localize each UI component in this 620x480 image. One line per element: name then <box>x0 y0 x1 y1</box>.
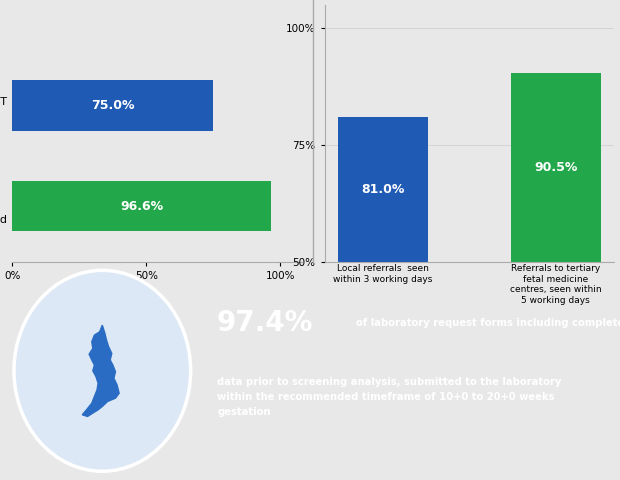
Text: of laboratory request forms including complete: of laboratory request forms including co… <box>356 318 620 328</box>
Bar <box>511 72 601 262</box>
Text: 75.0%: 75.0% <box>91 99 135 112</box>
Bar <box>12 80 213 131</box>
Text: 90.5%: 90.5% <box>534 160 577 174</box>
Ellipse shape <box>14 270 191 471</box>
Bar <box>12 181 271 231</box>
Polygon shape <box>82 325 119 417</box>
Text: 97.4%: 97.4% <box>217 309 313 337</box>
Text: data prior to screening analysis, submitted to the laboratory
within the recomme: data prior to screening analysis, submit… <box>217 377 561 417</box>
Text: 96.6%: 96.6% <box>120 200 163 213</box>
Bar <box>338 117 428 262</box>
Text: 81.0%: 81.0% <box>361 183 404 196</box>
